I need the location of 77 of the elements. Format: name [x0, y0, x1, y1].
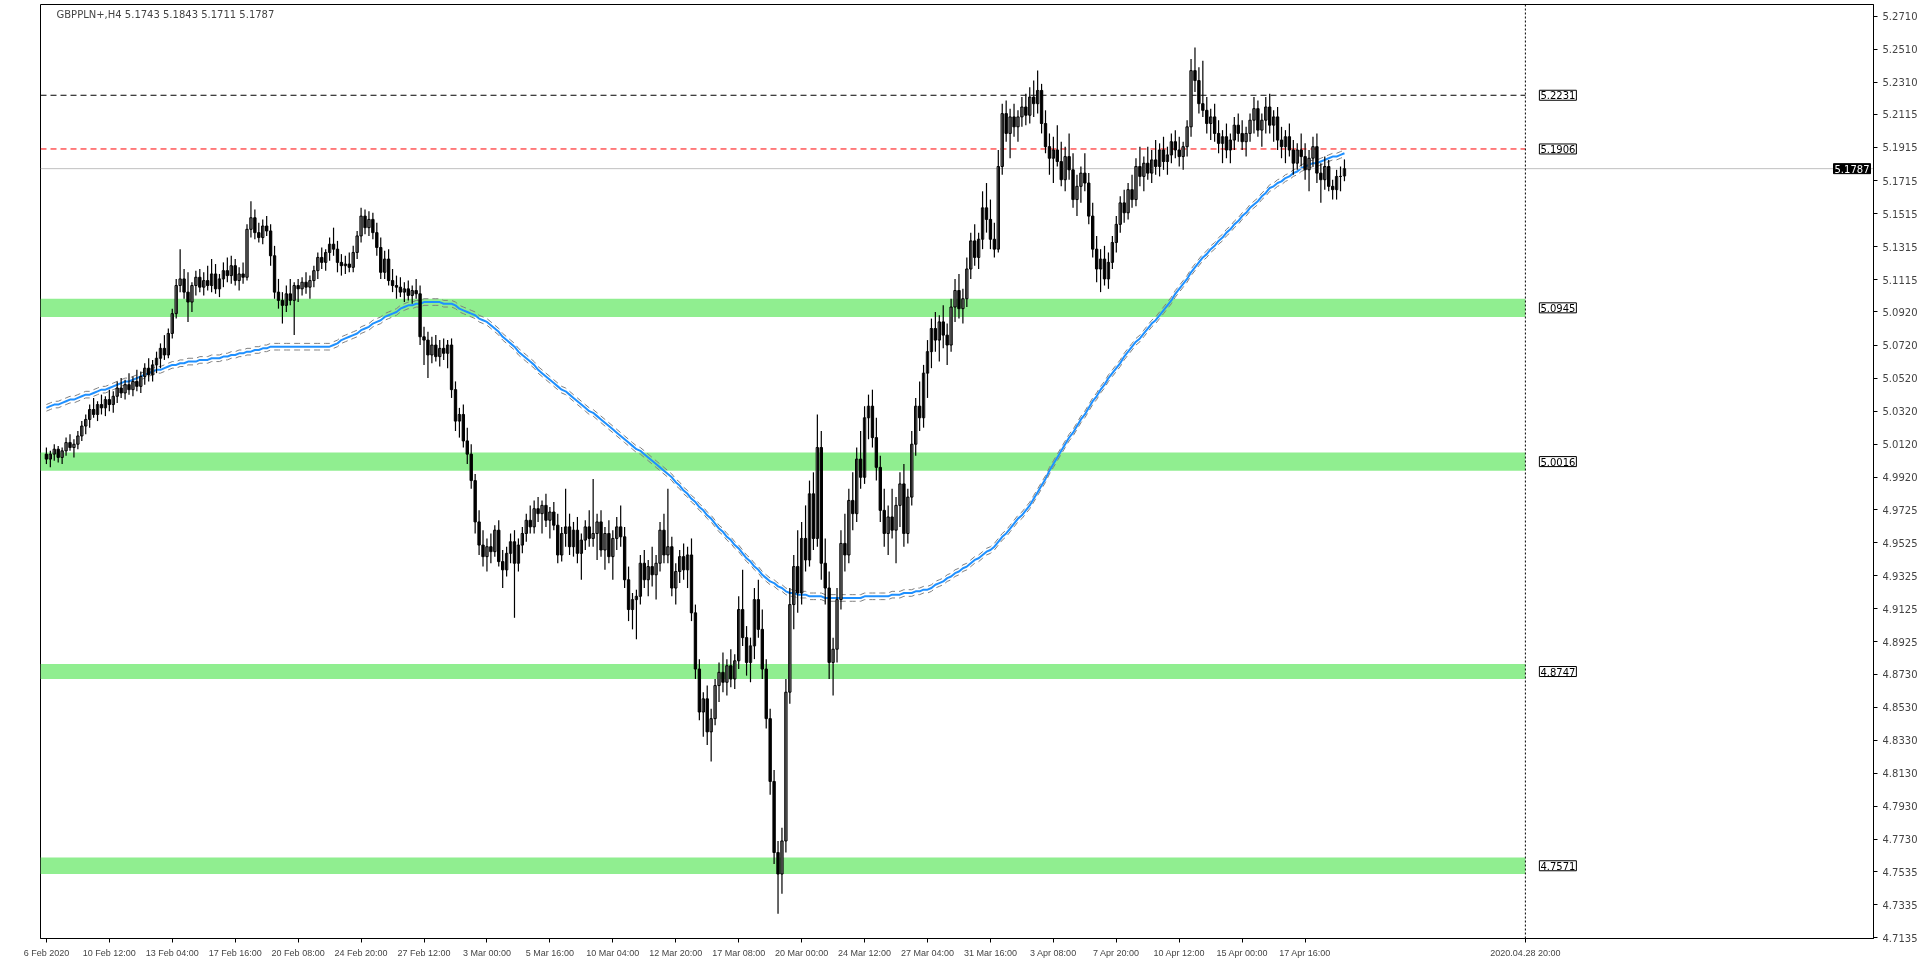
band-label: 5.0016: [1540, 456, 1576, 468]
x-tick-label: 3 Mar 00:00: [462, 947, 511, 958]
y-tick-label: 5.1315: [1882, 241, 1918, 253]
x-tick-label: 5 Mar 16:00: [525, 947, 574, 958]
y-tick-label: 4.7135: [1882, 932, 1918, 944]
y-tick-label: 4.7535: [1882, 866, 1918, 878]
candlestick: [143, 362, 147, 386]
y-tick-label: 4.9725: [1882, 504, 1918, 516]
y-tick-label: 5.0120: [1882, 439, 1918, 451]
y-tick-label: 5.1715: [1882, 175, 1918, 187]
y-tick-label: 4.7730: [1882, 834, 1918, 846]
x-tick-label: 24 Mar 12:00: [838, 947, 892, 958]
x-tick-label: 13 Feb 04:00: [145, 947, 199, 958]
y-tick-label: 5.2510: [1882, 44, 1918, 56]
y-tick-label: 5.0920: [1882, 306, 1918, 318]
candlestick: [292, 281, 296, 336]
chart-title: GBPPLN+,H4 5.1743 5.1843 5.1711 5.1787: [56, 8, 275, 20]
candlestick: [1209, 108, 1213, 141]
candlestick: [1295, 142, 1299, 171]
y-tick-label: 4.7335: [1882, 899, 1918, 911]
candlestick: [1173, 129, 1177, 159]
y-tick-label: 4.9525: [1882, 537, 1918, 549]
candlestick: [705, 684, 709, 746]
y-tick-label: 5.0720: [1882, 340, 1918, 352]
candlestick: [111, 390, 115, 414]
y-tick-label: 4.9325: [1882, 570, 1918, 582]
candlestick: [937, 314, 941, 363]
y-tick-label: 5.1115: [1882, 274, 1918, 286]
candlestick: [556, 513, 560, 564]
candlestick: [434, 334, 438, 363]
candlestick: [532, 499, 536, 535]
y-tick-label: 5.2115: [1882, 109, 1918, 121]
x-tick-label: 6 Feb 2020: [23, 947, 70, 958]
band-label: 4.7571: [1540, 860, 1576, 872]
y-tick-label: 4.8530: [1882, 702, 1918, 714]
y-tick-label: 4.9920: [1882, 472, 1918, 484]
y-tick-label: 4.8925: [1882, 636, 1918, 648]
candlestick: [438, 339, 442, 368]
band-label: 4.8747: [1540, 666, 1576, 678]
ref-line-label: 5.1906: [1540, 143, 1576, 155]
x-tick-label: 10 Feb 12:00: [82, 947, 136, 958]
x-tick-label: 27 Feb 12:00: [397, 947, 451, 958]
x-tick-label: 20 Mar 00:00: [775, 947, 829, 958]
x-tick-label: 27 Mar 04:00: [900, 947, 955, 958]
ref-line-label: 5.2231: [1540, 90, 1576, 102]
x-tick-label: 17 Apr 16:00: [1279, 947, 1331, 958]
x-tick-label: 10 Mar 04:00: [586, 947, 640, 958]
y-tick-label: 4.8130: [1882, 768, 1918, 780]
y-tick-label: 5.2710: [1882, 11, 1918, 23]
y-tick-label: 5.1515: [1882, 208, 1918, 220]
y-tick-label: 5.2310: [1882, 77, 1918, 89]
x-tick-label: 10 Apr 12:00: [1153, 947, 1205, 958]
x-tick-label: 31 Mar 16:00: [963, 947, 1017, 958]
candlestick: [233, 258, 237, 287]
candlestick: [379, 236, 383, 280]
x-tick-label: 17 Feb 16:00: [208, 947, 262, 958]
x-tick-label: 12 Mar 20:00: [649, 947, 703, 958]
x-tick-label: 17 Mar 08:00: [712, 947, 766, 958]
x-tick-label: 20 Feb 08:00: [271, 947, 325, 958]
y-tick-label: 4.9125: [1882, 603, 1918, 615]
y-tick-label: 4.8730: [1882, 669, 1918, 680]
candlestick: [587, 509, 591, 548]
candlestick: [261, 218, 265, 245]
y-tick-label: 5.0320: [1882, 406, 1918, 418]
x-tick-label: 24 Feb 20:00: [334, 947, 388, 958]
candlestick: [347, 251, 351, 273]
y-tick-label: 5.1915: [1882, 142, 1918, 154]
y-tick-label: 5.0520: [1882, 373, 1918, 385]
x-tick-label: 3 Apr 08:00: [1030, 947, 1077, 958]
candlestick: [973, 223, 977, 267]
y-tick-label: 4.7930: [1882, 801, 1918, 813]
y-tick-label: 4.8330: [1882, 735, 1918, 747]
ref-line-label: 5.1787: [1834, 163, 1870, 175]
band-label: 5.0945: [1540, 302, 1576, 314]
x-tick-label: 15 Apr 00:00: [1216, 947, 1268, 958]
x-tick-label: 2020.04.28 20:00: [1490, 947, 1561, 958]
x-tick-label: 7 Apr 20:00: [1093, 947, 1140, 958]
